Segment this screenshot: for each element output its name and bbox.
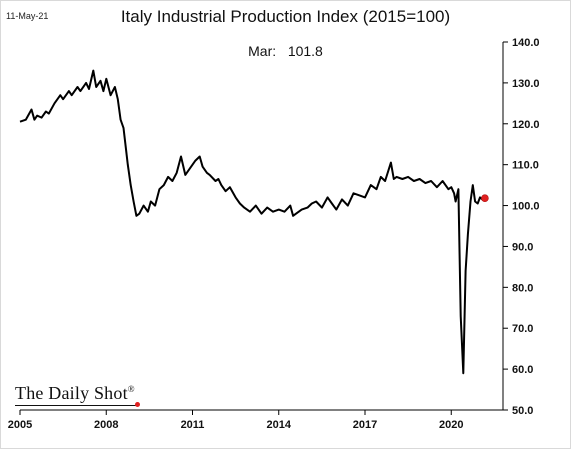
x-tick-label: 2011 (181, 419, 205, 431)
date-stamp: 11-May-21 (6, 11, 49, 21)
y-tick-label: 90.0 (512, 241, 533, 253)
y-tick-label: 50.0 (512, 405, 533, 417)
x-tick-label: 2014 (267, 419, 292, 431)
y-tick-label: 110.0 (512, 160, 539, 172)
x-tick-label: 2020 (439, 419, 463, 431)
y-tick-label: 60.0 (512, 364, 533, 376)
series-line-ip-index (19, 69, 486, 375)
brand-logo: The Daily Shot® (15, 383, 135, 404)
x-tick-label: 2005 (8, 419, 32, 431)
last-point-marker (481, 194, 489, 202)
brand-name: The Daily Shot (15, 383, 128, 403)
brand-underline (15, 405, 137, 406)
chart-title: Italy Industrial Production Index (2015=… (120, 7, 451, 26)
y-tick-label: 130.0 (512, 78, 540, 90)
brand-dot (135, 402, 140, 407)
y-tick-label: 80.0 (512, 282, 533, 294)
annotation-label: Mar: (248, 43, 277, 59)
y-tick-label: 100.0 (512, 201, 540, 213)
y-tick-label: 120.0 (512, 119, 540, 131)
y-tick-label: 70.0 (512, 323, 533, 335)
latest-value-annotation: Mar: 101.8 (0, 43, 571, 59)
brand-mark: ® (127, 384, 135, 394)
x-tick-label: 2017 (353, 419, 377, 431)
x-tick-label: 2008 (94, 419, 118, 431)
annotation-value: 101.8 (287, 43, 323, 59)
y-tick-label: 140.0 (512, 37, 540, 49)
